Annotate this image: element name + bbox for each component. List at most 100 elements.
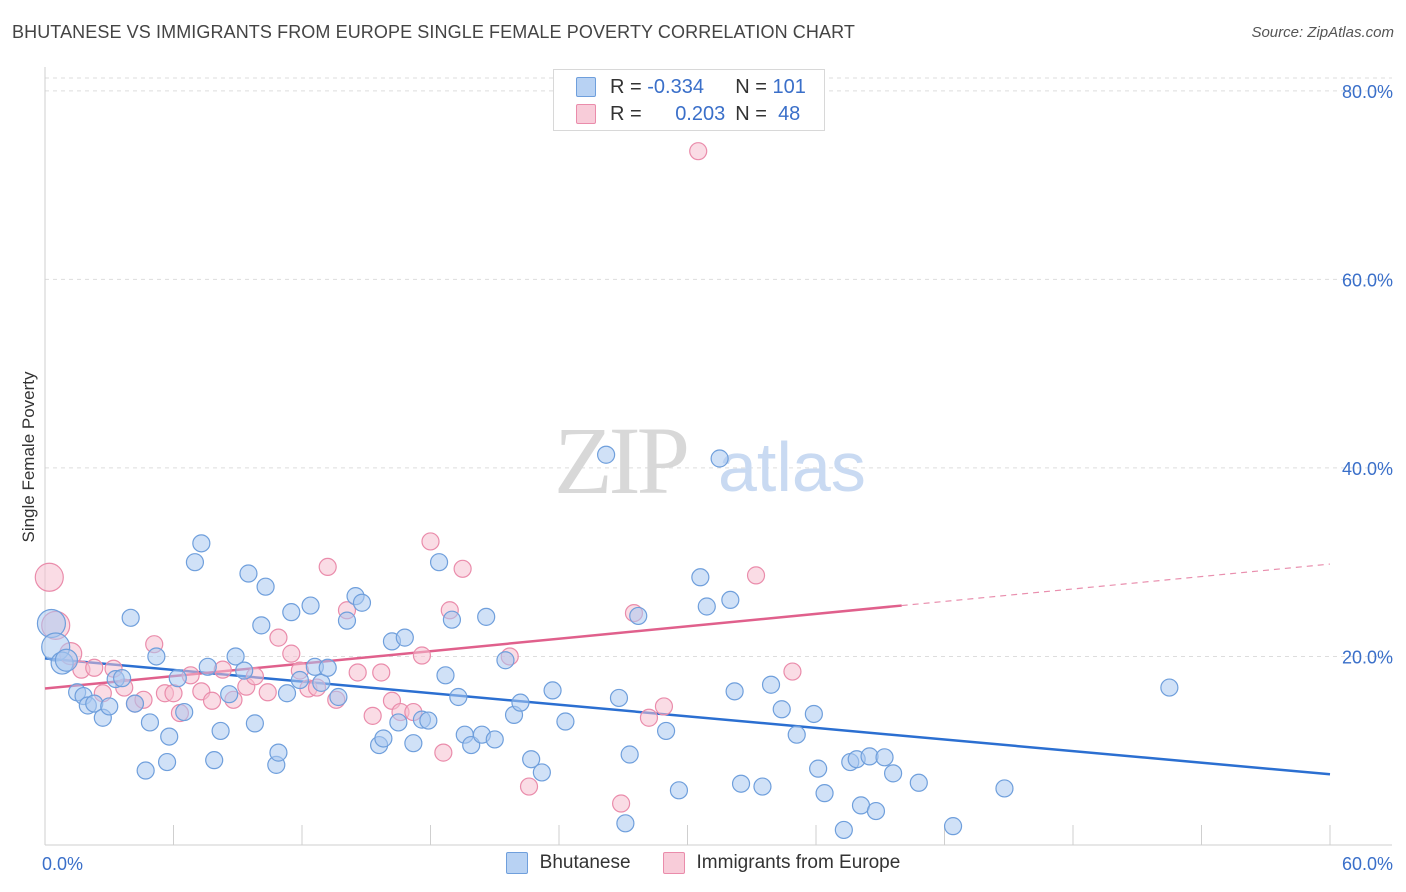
immigrants-point-46 <box>654 697 674 716</box>
stats-legend: R = -0.334 N = 101 R = 0.203 N = 48 <box>553 69 825 131</box>
bhutanese-point-56 <box>442 610 462 629</box>
bhutanese-point-35 <box>277 684 297 703</box>
legend-r-value-bhutanese: -0.334 <box>647 75 704 98</box>
bhutanese-point-20 <box>175 702 194 722</box>
bhutanese-point-30 <box>245 714 264 733</box>
legend-row-bhutanese: R = -0.334 N = 101 <box>576 75 806 99</box>
legend-swatch-bhutanese <box>576 77 596 97</box>
bhutanese-point-55 <box>436 666 455 685</box>
immigrants-point-12 <box>164 684 183 703</box>
bhutanese-point-76 <box>669 781 689 800</box>
legend-r-label: R = <box>610 75 642 98</box>
immigrants-point-38 <box>434 743 453 762</box>
bhutanese-point-96 <box>875 748 894 767</box>
bhutanese-point-37 <box>290 670 309 690</box>
y-tick-label-3: 80.0% <box>1342 82 1393 102</box>
legend-label-bhutanese: Bhutanese <box>539 852 631 873</box>
immigrants-point-16 <box>202 691 222 710</box>
bhutanese-point-43 <box>337 611 357 630</box>
bhutanese-point-86 <box>787 725 806 744</box>
bhutanese-point-85 <box>772 700 791 719</box>
legend-n-label: N = <box>735 102 767 125</box>
legend-item-bhutanese[interactable]: Bhutanese <box>505 852 631 874</box>
x-tick-label-1: 60.0% <box>1342 854 1393 874</box>
immigrants-point-0 <box>34 562 64 592</box>
bhutanese-point-15 <box>140 713 160 732</box>
immigrants-point-40 <box>453 559 472 578</box>
bhutanese-point-54 <box>429 553 449 572</box>
bhutanese-point-17 <box>157 752 177 772</box>
bhutanese-point-50 <box>395 628 414 647</box>
series-legend: Bhutanese Immigrants from Europe <box>0 852 1406 874</box>
y-axis-label: Single Female Poverty <box>19 371 38 543</box>
bhutanese-point-57 <box>449 687 468 707</box>
bhutanese-point-77 <box>691 568 710 587</box>
bhutanese-point-62 <box>485 730 504 749</box>
bhutanese-point-26 <box>220 685 239 704</box>
immigrants-point-17 <box>213 660 232 679</box>
bhutanese-point-78 <box>697 597 716 616</box>
bhutanese-point-14 <box>136 761 155 780</box>
legend-n-value-immigrants: 48 <box>778 102 801 125</box>
bhutanese-point-34 <box>269 743 288 762</box>
bhutanese-point-87 <box>804 704 823 724</box>
axes <box>44 67 1392 846</box>
bhutanese-point-69 <box>556 712 575 731</box>
bhutanese-point-65 <box>511 693 530 712</box>
immigrants-point-21 <box>258 683 277 702</box>
bhutanese-point-23 <box>198 657 217 676</box>
x-tick-label-0: 0.0% <box>42 854 83 874</box>
bhutanese-point-19 <box>168 669 187 688</box>
immigrants-point-23 <box>282 644 301 663</box>
legend-swatch-immigrants <box>576 104 596 124</box>
bhutanese-point-73 <box>620 745 639 764</box>
legend-n-label: N = <box>735 75 767 98</box>
watermark: ZIP atlas <box>554 407 866 514</box>
legend-label-immigrants: Immigrants from Europe <box>696 852 901 873</box>
bhutanese-point-12 <box>121 608 140 627</box>
immigrants-point-36 <box>412 646 432 665</box>
bhutanese-point-11 <box>112 669 132 688</box>
bhutanese-point-51 <box>404 734 423 753</box>
bhutanese-point-81 <box>725 682 744 701</box>
bhutanese-point-31 <box>252 616 271 635</box>
bhutanese-point-88 <box>809 759 828 778</box>
bhutanese-point-66 <box>522 750 541 769</box>
bhutanese-point-97 <box>883 764 903 783</box>
y-tick-label-0: 20.0% <box>1342 647 1393 667</box>
bhutanese-point-22 <box>192 534 211 553</box>
immigrants-point-22 <box>269 628 288 647</box>
chart-title: BHUTANESE VS IMMIGRANTS FROM EUROPE SING… <box>12 22 855 42</box>
bhutanese-point-9 <box>100 697 119 716</box>
bhutanese-point-42 <box>329 687 348 707</box>
bhutanese-point-74 <box>629 606 648 626</box>
bhutanese-point-36 <box>282 603 301 622</box>
bhutanese-point-84 <box>761 675 781 694</box>
bhutanese-point-3 <box>54 648 79 672</box>
bhutanese-point-99 <box>943 817 963 836</box>
series-bhutanese <box>36 445 1179 840</box>
bhutanese-point-67 <box>532 763 551 782</box>
immigrants-point-4 <box>85 658 104 677</box>
immigrants-point-27 <box>318 557 337 577</box>
bhutanese-point-63 <box>496 651 515 670</box>
bhutanese-point-40 <box>312 673 331 692</box>
bhutanese-point-101 <box>1160 678 1179 697</box>
immigrants-point-32 <box>372 663 391 682</box>
bhutanese-point-90 <box>834 820 853 840</box>
bhutanese-point-98 <box>909 773 928 792</box>
bhutanese-point-45 <box>352 593 372 612</box>
watermark-zip: ZIP <box>554 407 687 514</box>
bhutanese-point-25 <box>211 721 230 741</box>
bhutanese-point-95 <box>866 801 886 821</box>
y-tick-label-1: 40.0% <box>1342 459 1393 479</box>
legend-r-value-immigrants: 0.203 <box>675 102 726 125</box>
bhutanese-point-72 <box>616 814 635 833</box>
bhutanese-point-32 <box>256 577 275 596</box>
tick-labels: 20.0% 40.0% 60.0% 80.0% 0.0% 60.0% <box>42 82 1393 874</box>
legend-swatch-bhutanese <box>505 852 528 874</box>
bhutanese-point-16 <box>147 647 166 666</box>
bhutanese-point-41 <box>318 658 337 677</box>
legend-item-immigrants[interactable]: Immigrants from Europe <box>662 852 901 874</box>
watermark-atlas: atlas <box>718 428 866 506</box>
